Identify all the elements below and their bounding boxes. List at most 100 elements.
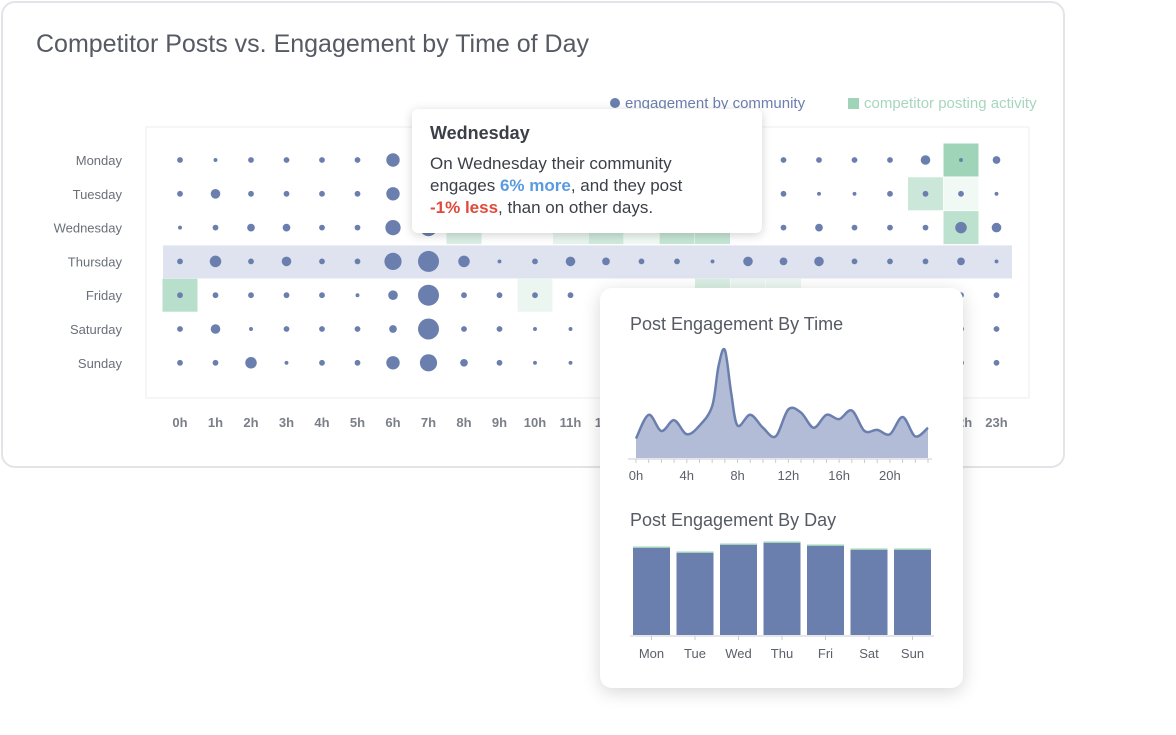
engagement-dot[interactable] xyxy=(354,157,361,163)
engagement-dot[interactable] xyxy=(992,156,1001,164)
engagement-dot[interactable] xyxy=(319,292,325,299)
engagement-dot[interactable] xyxy=(249,327,253,331)
engagement-dot[interactable] xyxy=(568,360,573,365)
day-bar[interactable] xyxy=(894,550,931,635)
engagement-dot[interactable] xyxy=(319,258,325,265)
engagement-dot[interactable] xyxy=(354,224,361,231)
engagement-dot[interactable] xyxy=(283,292,290,299)
engagement-dot[interactable] xyxy=(565,256,576,267)
engagement-dot[interactable] xyxy=(496,359,503,366)
engagement-dot[interactable] xyxy=(177,292,183,299)
engagement-dot[interactable] xyxy=(779,257,788,266)
engagement-dot[interactable] xyxy=(388,290,398,301)
engagement-dot[interactable] xyxy=(638,258,645,265)
day-bar[interactable] xyxy=(633,548,670,635)
engagement-dot[interactable] xyxy=(458,255,470,268)
engagement-dot[interactable] xyxy=(319,224,325,231)
engagement-dot[interactable] xyxy=(887,190,893,197)
engagement-dot[interactable] xyxy=(497,259,502,264)
engagement-dot[interactable] xyxy=(959,158,963,162)
engagement-dot[interactable] xyxy=(248,292,254,299)
engagement-dot[interactable] xyxy=(209,255,222,268)
engagement-dot[interactable] xyxy=(319,190,325,197)
engagement-dot[interactable] xyxy=(568,327,573,331)
day-bar[interactable] xyxy=(763,543,801,635)
engagement-dot[interactable] xyxy=(816,157,822,163)
engagement-dot[interactable] xyxy=(780,190,787,197)
engagement-dot[interactable] xyxy=(386,356,400,370)
engagement-dot[interactable] xyxy=(887,224,893,231)
legend-engagement[interactable]: engagement by community xyxy=(610,95,805,112)
engagement-dot[interactable] xyxy=(920,155,931,165)
engagement-dot[interactable] xyxy=(991,222,1002,233)
engagement-dot[interactable] xyxy=(780,224,787,231)
engagement-dot[interactable] xyxy=(418,318,439,340)
engagement-dot[interactable] xyxy=(355,293,360,298)
engagement-dot[interactable] xyxy=(419,354,438,372)
day-bar[interactable] xyxy=(850,550,888,635)
engagement-dot[interactable] xyxy=(418,250,439,272)
engagement-dot[interactable] xyxy=(386,187,400,201)
engagement-dot[interactable] xyxy=(922,190,929,197)
engagement-dot[interactable] xyxy=(533,360,537,365)
engagement-dot[interactable] xyxy=(814,256,824,267)
engagement-dot[interactable] xyxy=(319,359,325,366)
engagement-dot[interactable] xyxy=(533,327,537,331)
engagement-dot[interactable] xyxy=(852,191,857,196)
engagement-dot[interactable] xyxy=(994,191,999,196)
engagement-dot[interactable] xyxy=(461,326,467,332)
engagement-dot[interactable] xyxy=(993,326,1000,332)
engagement-dot[interactable] xyxy=(281,256,292,267)
engagement-dot[interactable] xyxy=(993,359,1000,366)
day-bar[interactable] xyxy=(720,545,757,635)
engagement-dot[interactable] xyxy=(213,158,218,162)
engagement-dot[interactable] xyxy=(248,157,254,163)
engagement-dot[interactable] xyxy=(887,258,893,265)
engagement-dot[interactable] xyxy=(922,224,929,231)
engagement-dot[interactable] xyxy=(212,359,219,366)
engagement-dot[interactable] xyxy=(177,359,183,366)
engagement-dot[interactable] xyxy=(248,190,254,197)
engagement-dot[interactable] xyxy=(602,257,610,266)
engagement-dot[interactable] xyxy=(354,326,361,332)
engagement-dot[interactable] xyxy=(212,292,219,299)
engagement-dot[interactable] xyxy=(389,325,397,333)
engagement-dot[interactable] xyxy=(922,258,929,265)
engagement-dot[interactable] xyxy=(177,190,183,197)
engagement-dot[interactable] xyxy=(815,223,823,232)
engagement-dot[interactable] xyxy=(851,224,858,231)
engagement-dot[interactable] xyxy=(283,326,290,332)
engagement-dot[interactable] xyxy=(319,157,325,163)
engagement-dot[interactable] xyxy=(177,326,183,332)
engagement-dot[interactable] xyxy=(460,358,468,367)
engagement-dot[interactable] xyxy=(993,292,1000,299)
day-bar[interactable] xyxy=(807,546,844,635)
engagement-dot[interactable] xyxy=(354,359,361,366)
engagement-dot[interactable] xyxy=(674,258,680,265)
engagement-dot[interactable] xyxy=(245,357,257,369)
engagement-dot[interactable] xyxy=(354,258,361,265)
engagement-dot[interactable] xyxy=(780,157,787,163)
engagement-dot[interactable] xyxy=(247,223,255,232)
engagement-dot[interactable] xyxy=(177,157,183,163)
engagement-dot[interactable] xyxy=(887,157,893,163)
engagement-dot[interactable] xyxy=(955,221,967,234)
legend-competitor[interactable]: competitor posting activity xyxy=(848,95,1037,112)
engagement-dot[interactable] xyxy=(212,224,219,231)
day-bar[interactable] xyxy=(676,553,714,635)
engagement-dot[interactable] xyxy=(284,360,289,365)
engagement-dot[interactable] xyxy=(958,190,964,197)
engagement-dot[interactable] xyxy=(957,257,965,266)
engagement-dot[interactable] xyxy=(496,292,503,299)
engagement-dot[interactable] xyxy=(385,219,401,236)
engagement-dot[interactable] xyxy=(283,157,290,163)
engagement-dot[interactable] xyxy=(354,190,361,197)
engagement-dot[interactable] xyxy=(178,225,182,230)
engagement-dot[interactable] xyxy=(210,189,221,199)
engagement-dot[interactable] xyxy=(851,258,858,265)
engagement-dot[interactable] xyxy=(532,292,538,299)
engagement-dot[interactable] xyxy=(384,252,402,270)
engagement-dot[interactable] xyxy=(743,256,753,267)
engagement-dot[interactable] xyxy=(710,259,715,264)
heatmap-chart[interactable]: Monday Tuesday Wednesday Thursday Friday Satu… xyxy=(0,0,1176,470)
